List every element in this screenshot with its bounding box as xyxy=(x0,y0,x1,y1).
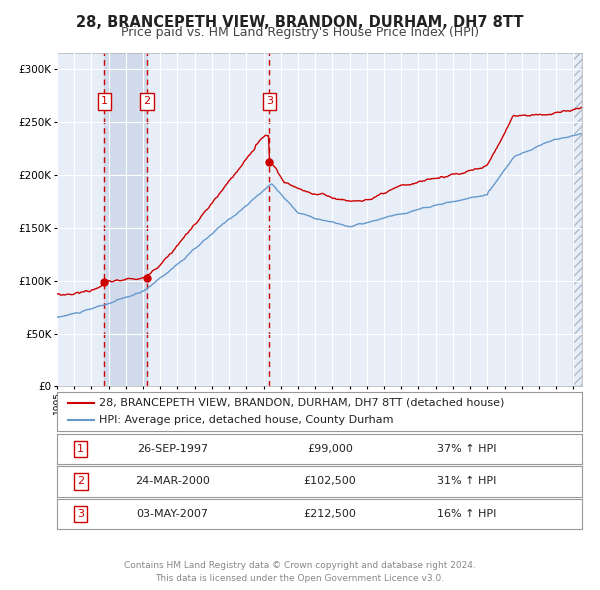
Text: Contains HM Land Registry data © Crown copyright and database right 2024.
This d: Contains HM Land Registry data © Crown c… xyxy=(124,562,476,583)
Text: 03-MAY-2007: 03-MAY-2007 xyxy=(137,509,209,519)
Text: 3: 3 xyxy=(77,509,84,519)
Text: 16% ↑ HPI: 16% ↑ HPI xyxy=(437,509,496,519)
Text: 26-SEP-1997: 26-SEP-1997 xyxy=(137,444,208,454)
Text: 2: 2 xyxy=(77,477,84,486)
Text: 37% ↑ HPI: 37% ↑ HPI xyxy=(437,444,496,454)
Text: Price paid vs. HM Land Registry's House Price Index (HPI): Price paid vs. HM Land Registry's House … xyxy=(121,26,479,39)
Text: 1: 1 xyxy=(101,96,107,106)
Text: £102,500: £102,500 xyxy=(304,477,356,486)
Text: 24-MAR-2000: 24-MAR-2000 xyxy=(135,477,210,486)
Text: £212,500: £212,500 xyxy=(304,509,356,519)
Text: 31% ↑ HPI: 31% ↑ HPI xyxy=(437,477,496,486)
Bar xyxy=(104,53,147,386)
Text: 3: 3 xyxy=(266,96,273,106)
Text: HPI: Average price, detached house, County Durham: HPI: Average price, detached house, Coun… xyxy=(99,415,394,425)
Text: 2: 2 xyxy=(143,96,151,106)
Text: 28, BRANCEPETH VIEW, BRANDON, DURHAM, DH7 8TT: 28, BRANCEPETH VIEW, BRANDON, DURHAM, DH… xyxy=(76,15,524,30)
Text: £99,000: £99,000 xyxy=(307,444,353,454)
Text: 1: 1 xyxy=(77,444,84,454)
Text: 28, BRANCEPETH VIEW, BRANDON, DURHAM, DH7 8TT (detached house): 28, BRANCEPETH VIEW, BRANDON, DURHAM, DH… xyxy=(99,398,505,408)
